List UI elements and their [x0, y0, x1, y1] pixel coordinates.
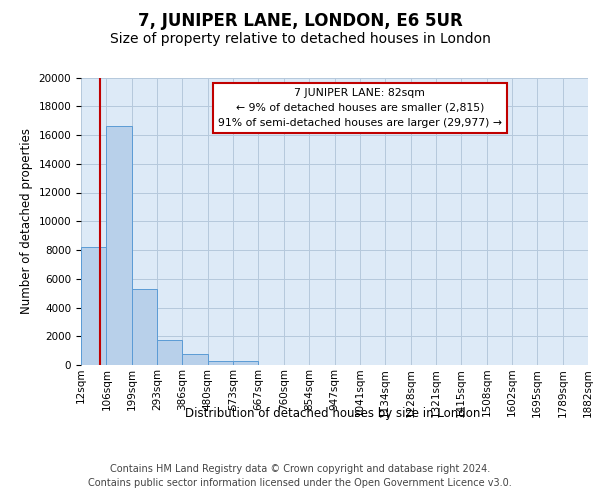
Y-axis label: Number of detached properties: Number of detached properties [20, 128, 33, 314]
Text: Contains HM Land Registry data © Crown copyright and database right 2024.
Contai: Contains HM Land Registry data © Crown c… [88, 464, 512, 487]
Bar [233, 361, 259, 365]
Text: 7, JUNIPER LANE, LONDON, E6 5UR: 7, JUNIPER LANE, LONDON, E6 5UR [137, 12, 463, 30]
Bar [182, 354, 208, 365]
Text: 7 JUNIPER LANE: 82sqm
← 9% of detached houses are smaller (2,815)
91% of semi-de: 7 JUNIPER LANE: 82sqm ← 9% of detached h… [218, 88, 502, 128]
Text: Distribution of detached houses by size in London: Distribution of detached houses by size … [185, 408, 481, 420]
Bar [208, 362, 233, 365]
Bar [132, 289, 157, 365]
Bar [81, 247, 106, 365]
Bar [106, 126, 132, 365]
Text: Size of property relative to detached houses in London: Size of property relative to detached ho… [110, 32, 490, 46]
Bar [157, 340, 182, 365]
